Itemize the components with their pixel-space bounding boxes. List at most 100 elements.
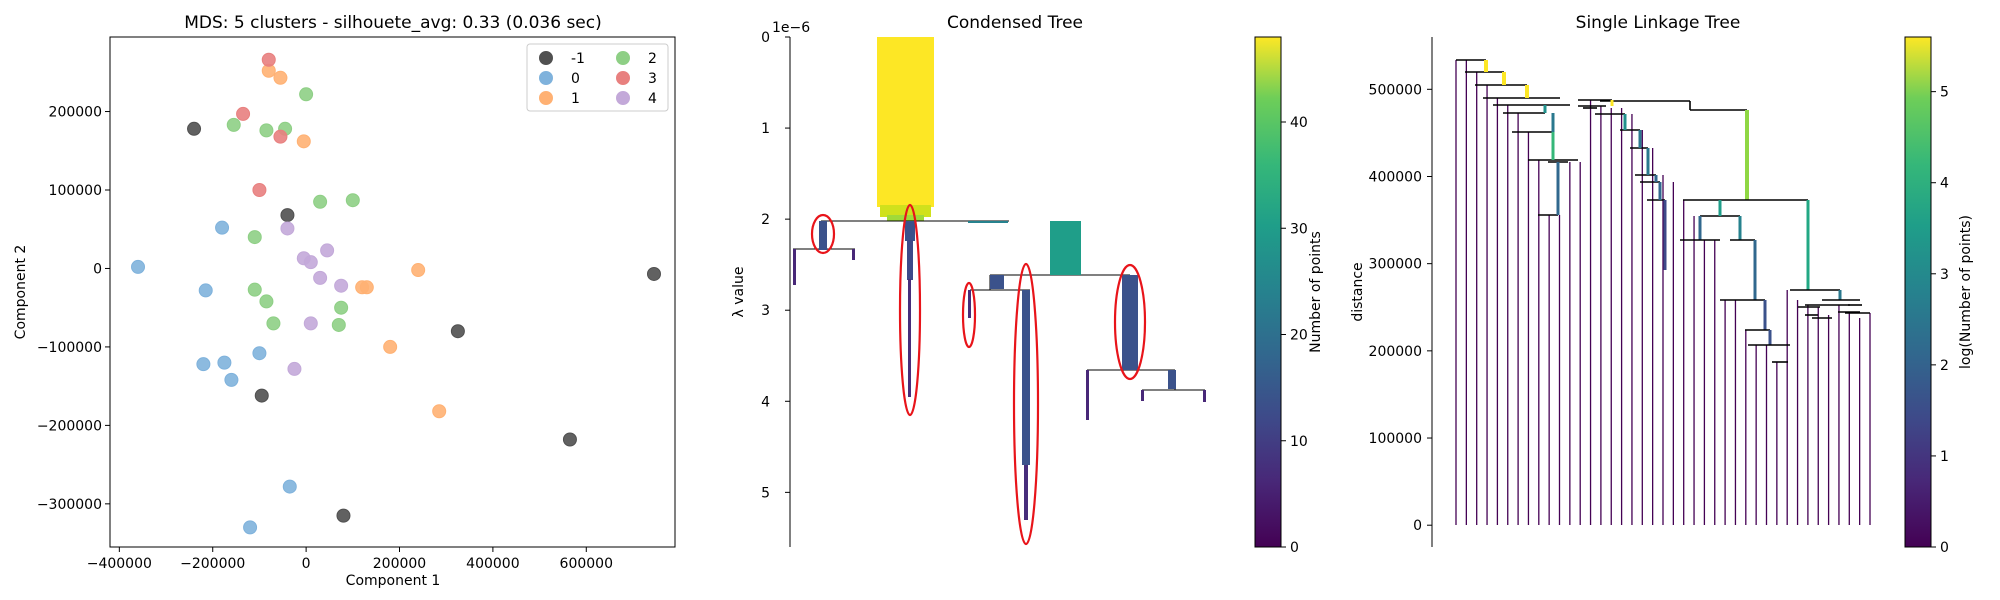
colorbar-tick-label: 5 — [1940, 85, 1949, 101]
scatter-point — [215, 220, 230, 235]
dendrogram-colorbar-ticks: 0 1 2 3 4 5 — [1931, 85, 1949, 556]
dendrogram-links — [1456, 59, 1870, 363]
mds-legend: -1 0 1 2 3 4 — [526, 43, 669, 112]
x-tick-label: 0 — [302, 556, 311, 572]
mds-y-axis-label: Component 2 — [13, 245, 29, 340]
scatter-point — [296, 134, 311, 149]
scatter-point — [287, 361, 302, 376]
scatter-point — [247, 282, 262, 297]
scatter-point — [247, 230, 262, 245]
scatter-point — [217, 355, 232, 370]
legend-label: 0 — [571, 71, 580, 87]
noise-branch — [852, 249, 855, 260]
dendrogram-colorbar — [1904, 36, 1932, 548]
scatter-point — [187, 121, 202, 136]
scatter-point — [226, 117, 241, 132]
condensed-tree-colorbar-label: Number of points — [1308, 231, 1324, 353]
scatter-point — [646, 266, 661, 281]
condensed-tree-colorbar — [1254, 36, 1282, 548]
scatter-point — [252, 183, 267, 197]
colorbar-tick-label: 4 — [1940, 176, 1949, 192]
single-linkage-tree-panel: Single Linkage Tree 0 100000 200000 300000 4… — [1350, 13, 1974, 556]
condensed-tree-y-axis-label: λ value — [731, 267, 747, 318]
y-tick-label: 2 — [761, 212, 770, 228]
y-tick-label: 500000 — [1369, 82, 1422, 98]
y-tick-label: 0 — [1413, 518, 1422, 534]
y-tick-label: 400000 — [1369, 169, 1422, 185]
noise-branch — [1141, 390, 1144, 401]
y-tick-label: −200000 — [37, 418, 102, 434]
condensed-tree-colorbar-ticks: 0 10 20 30 40 — [1281, 115, 1308, 556]
cluster-branch — [908, 279, 911, 397]
mds-points — [131, 52, 661, 535]
condensed-tree-offset-text: 1e−6 — [772, 20, 810, 36]
selected-cluster-ellipse — [1113, 263, 1147, 381]
mds-y-ticks: −300000 −200000 −100000 0 100000 200000 — [37, 105, 110, 513]
scatter-point — [243, 520, 258, 535]
mds-scatter-panel: MDS: 5 clusters - silhouete_avg: 0.33 (0… — [13, 13, 676, 589]
y-tick-label: 3 — [761, 303, 770, 319]
legend-label: 2 — [648, 51, 657, 67]
single-linkage-tree-title: Single Linkage Tree — [1576, 13, 1741, 33]
scatter-point — [254, 388, 269, 403]
scatter-point — [280, 208, 295, 223]
x-tick-label: −400000 — [87, 556, 152, 572]
mds-title: MDS: 5 clusters - silhouete_avg: 0.33 (0… — [184, 13, 602, 33]
scatter-point — [259, 123, 274, 138]
legend-label: 3 — [648, 71, 657, 87]
x-tick-label: 600000 — [560, 556, 613, 572]
selected-cluster-ellipses — [810, 203, 1147, 546]
noise-branch — [1086, 370, 1089, 420]
scatter-point — [261, 52, 276, 67]
y-tick-label: 300000 — [1369, 257, 1422, 273]
colorbar-tick-label: 3 — [1940, 267, 1949, 283]
y-tick-label: 0 — [761, 30, 770, 46]
scatter-point — [334, 300, 349, 315]
y-tick-label: −300000 — [37, 497, 102, 513]
condensed-tree-panel: Condensed Tree 1e−6 0 1 2 3 4 5 λ value — [731, 13, 1324, 556]
scatter-point — [196, 357, 211, 372]
colorbar-tick-label: 1 — [1940, 449, 1949, 465]
colorbar-tick-label: 30 — [1290, 221, 1308, 237]
scatter-point — [359, 280, 374, 295]
y-tick-label: 5 — [761, 485, 770, 501]
mds-axes-frame — [109, 36, 676, 548]
colorbar-tick-label: 0 — [1940, 540, 1949, 556]
selected-cluster-ellipse — [898, 203, 922, 417]
legend-marker — [539, 71, 553, 85]
selected-cluster-ellipse — [810, 213, 836, 255]
colorbar-tick-label: 20 — [1290, 328, 1308, 344]
y-tick-label: 0 — [93, 261, 102, 277]
cluster-branch — [1050, 221, 1081, 275]
noise-branch — [990, 275, 1004, 289]
noise-branch — [1203, 390, 1206, 402]
y-tick-label: 100000 — [49, 183, 102, 199]
legend-marker — [616, 91, 630, 105]
y-tick-label: 4 — [761, 394, 770, 410]
cluster-branch — [907, 240, 913, 280]
colorbar-tick-label: 0 — [1290, 540, 1299, 556]
scatter-point — [273, 70, 288, 85]
scatter-point — [198, 283, 213, 298]
scatter-point — [411, 263, 426, 278]
noise-branch — [1168, 370, 1176, 389]
dendrogram-y-ticks: 0 100000 200000 300000 400000 500000 — [1369, 82, 1432, 534]
scatter-point — [273, 129, 288, 144]
colorbar-tick-label: 2 — [1940, 358, 1949, 374]
scatter-point — [266, 316, 281, 331]
colorbar-tick-label: 40 — [1290, 115, 1308, 131]
y-tick-label: −100000 — [37, 340, 102, 356]
root-branch — [877, 37, 934, 207]
scatter-point — [313, 194, 328, 209]
scatter-point — [236, 106, 251, 121]
noise-branch — [968, 221, 1008, 223]
cluster-branch — [905, 221, 915, 241]
selected-cluster-ellipse — [1012, 262, 1040, 546]
y-tick-label: 1 — [761, 121, 770, 137]
x-tick-label: 400000 — [466, 556, 519, 572]
y-tick-label: 200000 — [1369, 344, 1422, 360]
noise-branch — [793, 249, 796, 285]
legend-box — [526, 43, 669, 112]
root-branch-tail — [880, 205, 931, 217]
